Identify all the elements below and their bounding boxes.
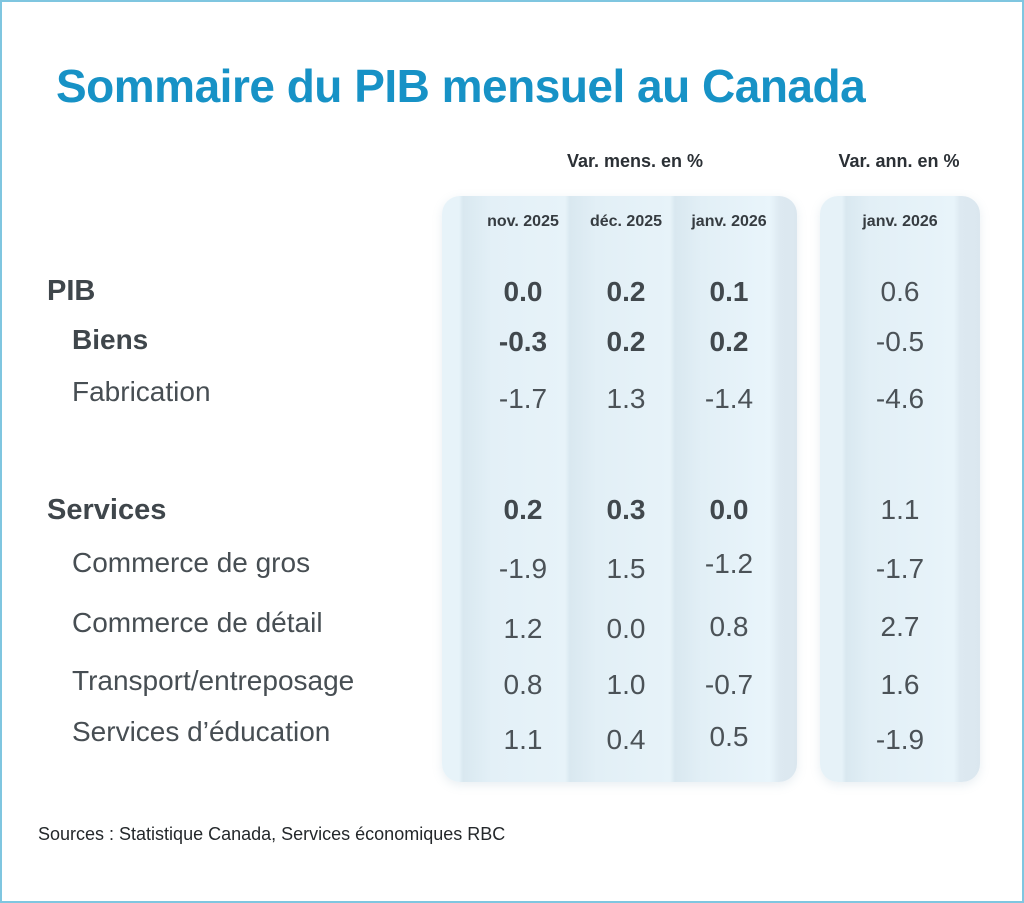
value-cell: -1.9 [498,553,548,584]
value-cell: 0.2 [606,326,646,357]
value-cell: -0.7 [704,669,754,700]
value-cell: 2.7 [880,611,920,642]
value-cell: -4.6 [875,383,925,414]
monthly-columns-panel [442,196,797,782]
value-cell: 0.0 [606,613,646,644]
value-cell: 0.8 [503,669,543,700]
value-cell: 0.1 [709,276,749,307]
column-header-dec-2025: déc. 2025 [589,213,663,230]
value-cell: 0.2 [503,494,543,525]
annual-column-panel [820,196,980,782]
value-cell: 1.2 [503,613,543,644]
row-label-commerce-de-gros: Commerce de gros [72,547,311,578]
value-cell: 1.0 [606,669,646,700]
value-cell: -1.7 [498,383,548,414]
value-cell: 0.8 [709,611,749,642]
value-cell: 0.0 [503,276,543,307]
value-cell: 1.3 [606,383,646,414]
value-cell: -0.5 [875,326,925,357]
value-cell: 0.3 [606,494,646,525]
column-header-janv-2026: janv. 2026 [691,213,767,230]
group-header-annual: Var. ann. en % [838,151,960,171]
value-cell: 0.4 [606,724,646,755]
source-note: Sources : Statistique Canada, Services é… [38,824,506,844]
column-header-janv-2026-annual: janv. 2026 [862,213,938,230]
value-cell: -0.3 [498,326,548,357]
value-cell: 0.2 [606,276,646,307]
group-header-monthly: Var. mens. en % [566,151,704,171]
row-label-pib: PIB [47,275,96,307]
value-cell: 0.6 [880,276,920,307]
value-cell: -1.7 [875,553,925,584]
row-label-transport-entreposage: Transport/entreposage [72,665,355,696]
value-cell: 1.5 [606,553,646,584]
value-cell: 1.1 [880,494,920,525]
page-title: Sommaire du PIB mensuel au Canada [56,60,866,112]
value-cell: -1.4 [704,383,754,414]
row-label-biens: Biens [72,324,149,355]
row-label-commerce-de-detail: Commerce de détail [72,607,323,638]
value-cell: -1.2 [704,548,754,579]
value-cell: 0.5 [709,721,749,752]
value-cell: -1.9 [875,724,925,755]
column-header-nov-2025: nov. 2025 [487,213,559,230]
row-label-services-education: Services d’éducation [72,716,331,747]
value-cell: 0.0 [709,494,749,525]
value-cell: 1.1 [503,724,543,755]
value-cell: 1.6 [880,669,920,700]
row-label-fabrication: Fabrication [72,376,211,407]
value-cell: 0.2 [709,326,749,357]
row-label-services: Services [47,494,167,526]
